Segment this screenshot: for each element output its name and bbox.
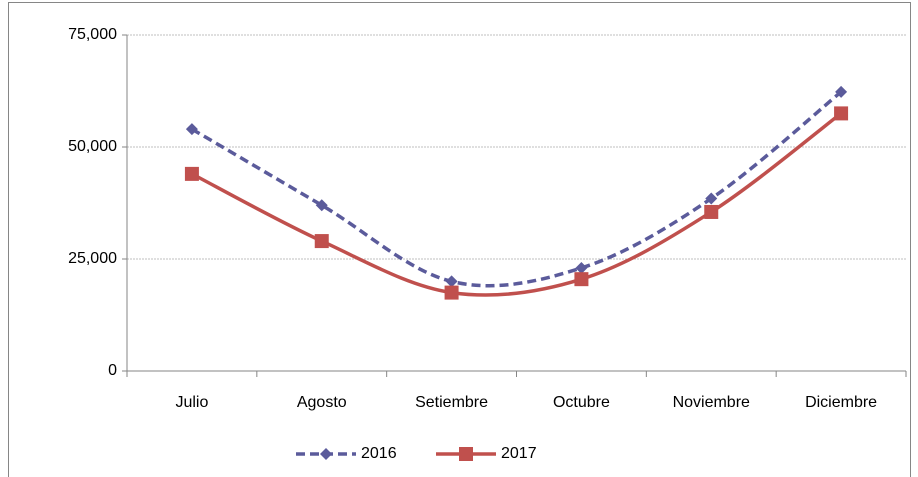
data-point [445,275,458,288]
legend-label: 2016 [361,445,397,462]
data-point [185,123,198,136]
legend-marker [320,448,332,460]
x-tick-label: Agosto [297,394,347,411]
data-point [315,199,328,212]
data-point [574,272,589,287]
y-tick-label: 50,000 [68,138,117,155]
y-tick-label: 0 [108,362,117,379]
data-point [575,261,588,274]
x-tick-label: Setiembre [415,394,488,411]
data-point [444,285,459,300]
data-point [704,204,719,219]
x-tick-label: Noviembre [673,394,750,411]
data-point [835,85,848,98]
data-point [314,234,329,249]
y-tick-label: 75,000 [68,26,117,43]
y-tick-label: 25,000 [68,250,117,267]
series-line [191,112,843,297]
data-point [184,166,199,181]
data-point [834,106,849,121]
x-tick-label: Julio [175,394,208,411]
series-line [191,90,843,288]
x-tick-label: Octubre [553,394,610,411]
legend-label: 2017 [501,445,537,462]
x-tick-label: Diciembre [805,394,877,411]
chart-frame [8,2,911,477]
legend-marker [459,447,473,461]
data-point [705,192,718,205]
